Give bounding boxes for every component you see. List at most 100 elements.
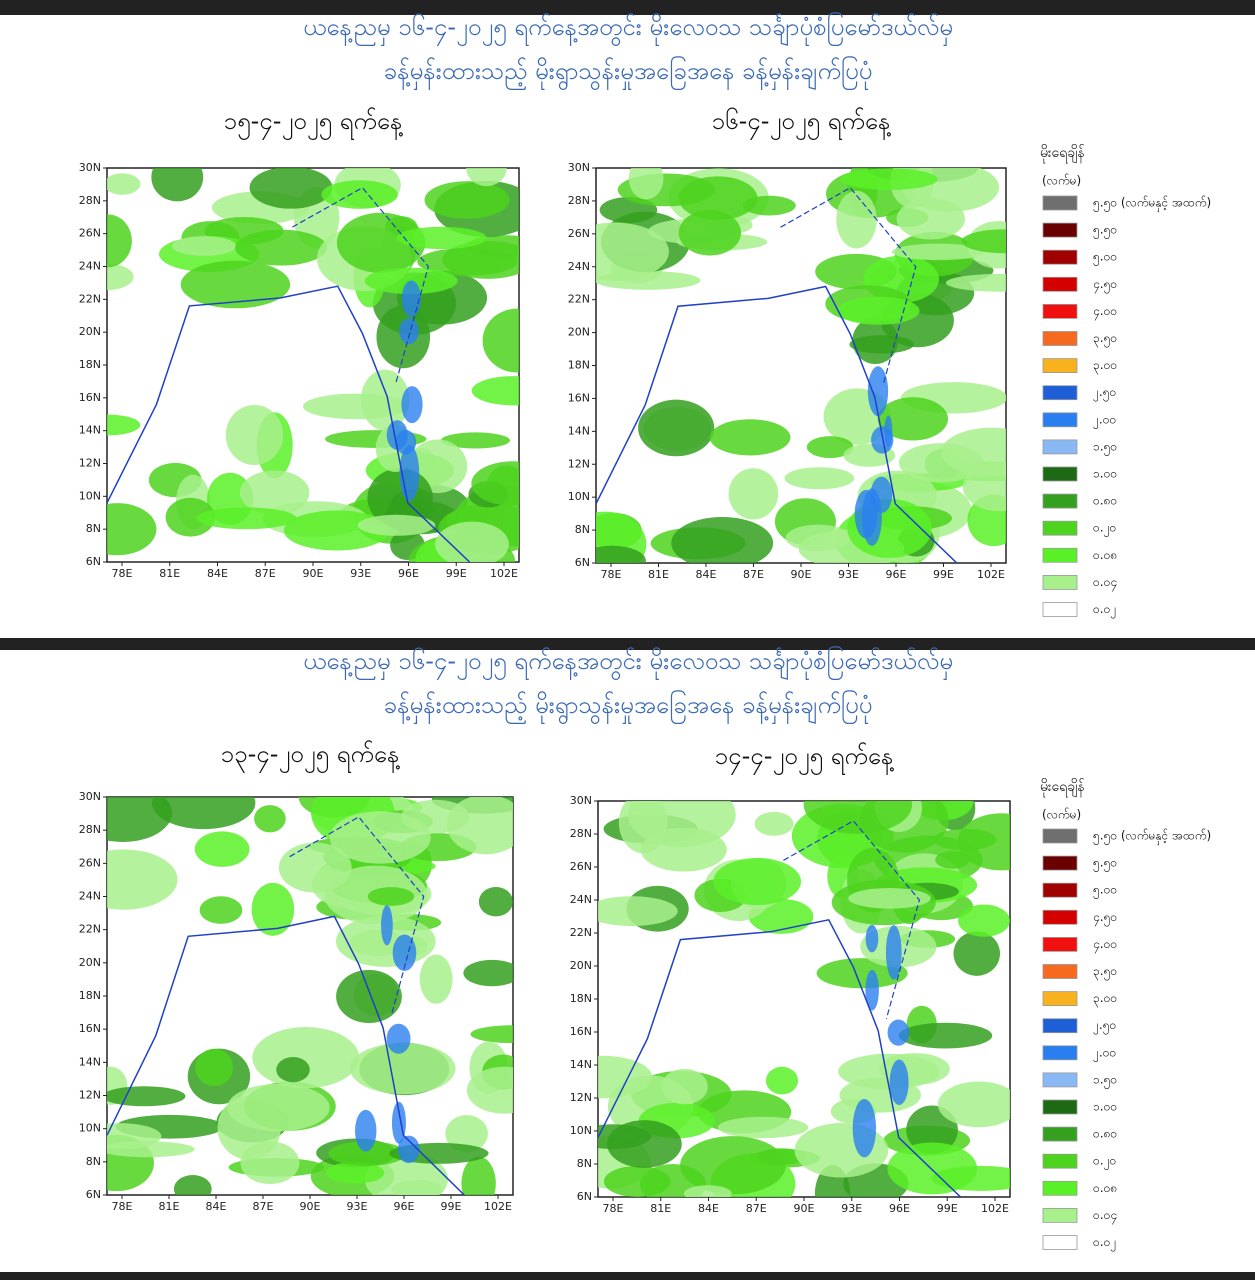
rain-area: [235, 229, 328, 266]
divider-bar: [0, 638, 1255, 650]
rain-area: [618, 801, 668, 854]
legend-label: ၄.၅၀: [1093, 910, 1117, 927]
heavy-rain: [884, 415, 893, 448]
border: [780, 186, 917, 386]
legend-swatch: [1042, 222, 1078, 238]
border: [783, 820, 921, 1019]
x-tick-label: 78E: [112, 1200, 133, 1213]
y-tick-label: 12N: [568, 457, 590, 470]
rain-area: [107, 214, 132, 268]
legend-label: ၃.၀၀: [1093, 358, 1117, 375]
legend-swatch: [1042, 1072, 1078, 1088]
legend-swatch: [1042, 331, 1078, 346]
legend-label: ၅.၀၀: [1093, 883, 1117, 900]
rain-area: [254, 805, 286, 833]
legend-label: ၀.၀၈: [1093, 1181, 1117, 1195]
rain-area: [107, 1141, 195, 1158]
rain-area: [225, 404, 284, 466]
legend-label: ၀.၈၀: [1093, 1127, 1117, 1141]
rain-area: [596, 222, 669, 281]
y-tick-label: 20N: [79, 956, 101, 969]
legend-label: ၃.၅၀: [1093, 331, 1117, 348]
y-tick-label: 18N: [568, 359, 590, 372]
legend-label: ၀.၀၂: [1093, 602, 1116, 619]
map-date: ၁၆-၄-၂၀၂၅ ရက်နေ့: [712, 106, 891, 140]
rain-area: [391, 1180, 444, 1195]
rain-area: [107, 797, 173, 842]
rain-area: [196, 507, 297, 530]
rain-area: [107, 173, 141, 195]
legend-swatch: [1042, 412, 1078, 428]
rain-area: [251, 882, 295, 936]
rain-area: [709, 419, 791, 456]
rain-area: [628, 168, 664, 200]
y-tick-label: 30N: [568, 161, 590, 174]
rain-area: [471, 461, 519, 506]
x-tick-label: 93E: [350, 567, 371, 580]
legend-label: ၁.၀၀: [1093, 1100, 1117, 1114]
legend-label: ၄.၀၀: [1093, 937, 1117, 954]
y-tick-label: 28N: [79, 194, 101, 207]
legend-label: ၁.၅၀: [1093, 439, 1117, 456]
x-tick-label: 93E: [841, 1202, 862, 1215]
header-line: ယနေ့ညမှ ၁၆-၄-၂၀၂၅ ရက်နေ့အတွင်း မိုးလေဝသ …: [303, 11, 953, 47]
y-tick-label: 6N: [577, 1190, 592, 1203]
rain-area: [461, 1156, 496, 1195]
y-tick-label: 18N: [79, 989, 101, 1002]
map-date: ၁၃-၄-၂၀၂၅ ရက်နေ့: [221, 739, 400, 773]
rain-area: [463, 959, 513, 987]
legend-swatch: [1042, 991, 1078, 1006]
coastline: [107, 915, 465, 1195]
rain-area: [671, 517, 774, 563]
rain-area: [470, 1025, 513, 1044]
heavy-rain: [889, 1059, 909, 1106]
rain-area: [678, 209, 742, 256]
rain-area: [603, 1165, 671, 1197]
legend-label: ၀.၀၈: [1093, 548, 1117, 562]
y-tick-label: 6N: [86, 555, 101, 568]
x-tick-label: 78E: [112, 567, 133, 580]
rain-area: [152, 797, 256, 830]
header-line: ယနေ့ညမှ ၁၆-၄-၂၀၂၅ ရက်နေ့အတွင်း မိုးလေဝသ …: [303, 645, 953, 681]
header-line: ခန့်မှန်းထားသည့် မိုးရွာသွန်းမှုအခြေအနေ …: [384, 55, 873, 91]
rain-area: [953, 931, 1000, 976]
legend-label: ၂.၀၀: [1093, 412, 1116, 429]
rain-area: [849, 335, 914, 354]
legend-swatch: [1042, 249, 1078, 265]
legend-swatch: [1042, 1126, 1078, 1142]
legend-swatch: [1042, 828, 1078, 844]
x-tick-label: 102E: [484, 1200, 512, 1213]
rain-area: [107, 1086, 186, 1107]
y-tick-label: 10N: [79, 1122, 101, 1135]
heavy-rain: [401, 280, 421, 317]
rain-area: [321, 180, 398, 209]
x-tick-label: 99E: [937, 1202, 958, 1215]
x-tick-label: 93E: [347, 1200, 368, 1213]
rain-area: [877, 397, 949, 441]
heavy-rain: [867, 366, 889, 417]
legend-swatch: [1042, 882, 1078, 898]
legend-swatch: [1042, 1180, 1078, 1196]
x-tick-label: 99E: [441, 1200, 462, 1213]
x-tick-label: 81E: [650, 1202, 671, 1215]
y-tick-label: 22N: [79, 292, 101, 305]
legend-swatch: [1042, 1153, 1078, 1169]
rain-area: [728, 468, 779, 520]
y-tick-label: 10N: [568, 490, 590, 503]
legend-swatch: [1042, 358, 1078, 374]
legend-unit: (လက်မ): [1042, 173, 1081, 188]
rain-area: [765, 1066, 799, 1095]
rain-area: [107, 503, 157, 556]
rain-area: [401, 799, 470, 834]
y-tick-label: 14N: [79, 1055, 101, 1068]
y-tick-label: 30N: [79, 790, 101, 803]
rain-area: [887, 1142, 978, 1195]
rain-area: [717, 1116, 809, 1139]
legend-label: ၀.၈၀: [1093, 494, 1117, 508]
heavy-rain: [865, 924, 879, 953]
rain-area: [898, 443, 983, 483]
x-tick-label: 81E: [159, 1200, 180, 1213]
rain-area: [638, 399, 715, 457]
x-tick-label: 90E: [791, 568, 812, 581]
rain-area: [598, 1124, 651, 1150]
